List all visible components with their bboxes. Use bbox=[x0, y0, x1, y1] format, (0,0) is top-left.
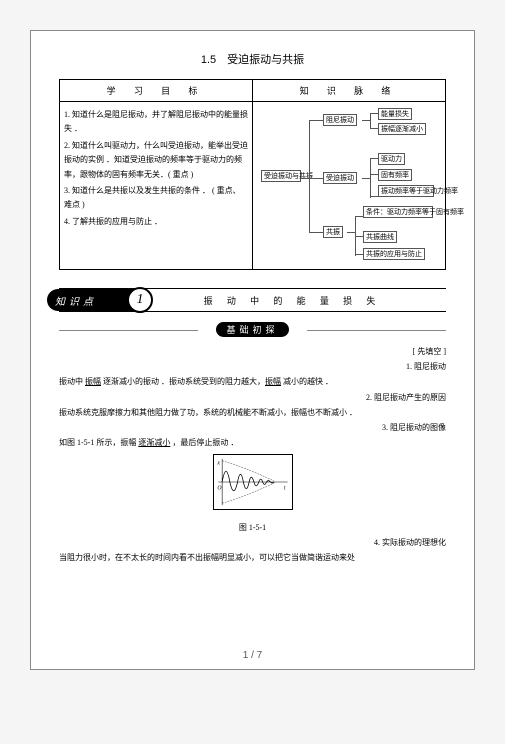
blank: 振幅 bbox=[85, 377, 101, 386]
sub-header: 基础初探 bbox=[59, 322, 446, 338]
page: 1.5 受迫振动与共振 学 习 目 标 知 识 脉 络 1. 知道什么是阻尼振动… bbox=[30, 30, 475, 670]
section-bar: 知识点 1 振 动 中 的 能 量 损 失 bbox=[59, 288, 446, 312]
blank: 逐渐减小 bbox=[138, 438, 170, 447]
section-tab: 知识点 1 bbox=[47, 289, 139, 311]
svg-text:O: O bbox=[217, 486, 222, 492]
node-b1: 阻尼振动 bbox=[323, 114, 357, 126]
blank: 振幅 bbox=[265, 377, 281, 386]
heading-4: 4. 实际振动的理想化 bbox=[59, 535, 446, 550]
para-1: 振动中 振幅 逐渐减小的振动 ．振动系统受到的阻力越大，振幅 减小的越快 ． bbox=[59, 374, 446, 389]
node-b2: 受迫振动 bbox=[323, 172, 357, 184]
main-table: 学 习 目 标 知 识 脉 络 1. 知道什么是阻尼振动，并了解阻尼振动中的能量… bbox=[59, 79, 446, 270]
col-left-header: 学 习 目 标 bbox=[60, 80, 253, 102]
figure: x t O bbox=[59, 454, 446, 515]
body-text: [ 先填空 ] 1. 阻尼振动 振动中 振幅 逐渐减小的振动 ．振动系统受到的阻… bbox=[59, 344, 446, 565]
node-b1a: 能量损失 bbox=[378, 108, 412, 120]
heading-2: 2. 阻尼振动产生的原因 bbox=[59, 390, 446, 405]
lead-label: [ 先填空 ] bbox=[59, 344, 446, 359]
para-3: 如图 1-5-1 所示，振幅 逐渐减小 ，最后停止振动 ． bbox=[59, 435, 446, 450]
svg-text:t: t bbox=[283, 486, 285, 492]
objective-item: 3. 知道什么是共振以及发生共振的条件 ． ( 重点、难点 ) bbox=[64, 184, 248, 213]
node-b2a: 驱动力 bbox=[378, 153, 405, 165]
node-b3c: 共振的应用与防止 bbox=[363, 248, 425, 260]
heading-1: 1. 阻尼振动 bbox=[59, 359, 446, 374]
col-right-header: 知 识 脉 络 bbox=[253, 80, 446, 102]
node-b2c: 振动频率等于驱动力频率 bbox=[378, 185, 434, 197]
chapter-title: 1.5 受迫振动与共振 bbox=[59, 51, 446, 67]
section-tab-num: 1 bbox=[127, 287, 153, 313]
objective-item: 1. 知道什么是阻尼振动，并了解阻尼振动中的能量损失 ． bbox=[64, 108, 248, 137]
damped-oscillation-graph: x t O bbox=[213, 454, 293, 510]
section-title: 振 动 中 的 能 量 损 失 bbox=[139, 294, 446, 307]
node-root: 受迫振动与共振 bbox=[261, 170, 301, 182]
node-b3: 共振 bbox=[323, 226, 343, 238]
node-b2b: 固有频率 bbox=[378, 169, 412, 181]
diagram-cell: 受迫振动与共振 阻尼振动 能量损失 振幅逐渐减小 受迫振动 bbox=[253, 102, 446, 270]
objective-item: 2. 知道什么叫驱动力，什么叫受迫振动，能举出受迫振动的实例 ．知道受迫振动的频… bbox=[64, 139, 248, 182]
node-b3b: 共振曲线 bbox=[363, 231, 397, 243]
objectives-cell: 1. 知道什么是阻尼振动，并了解阻尼振动中的能量损失 ． 2. 知道什么叫驱动力… bbox=[60, 102, 253, 270]
page-footer: 1 / 7 bbox=[31, 650, 474, 661]
objective-item: 4. 了解共振的应用与防止 ． bbox=[64, 215, 248, 229]
svg-text:x: x bbox=[216, 461, 220, 467]
node-b3a: 条件：驱动力频率等于固有频率 bbox=[363, 206, 433, 218]
para-4: 当阻力很小时，在不太长的时间内看不出振幅明显减小，可以把它当做简谐运动来处 bbox=[59, 550, 446, 565]
para-2: 振动系统克服摩擦力和其他阻力做了功，系统的机械能不断减小，振幅也不断减小 ． bbox=[59, 405, 446, 420]
concept-map: 受迫振动与共振 阻尼振动 能量损失 振幅逐渐减小 受迫振动 bbox=[257, 108, 441, 263]
section-tab-label: 知识点 bbox=[47, 289, 139, 311]
sub-badge: 基础初探 bbox=[216, 322, 288, 337]
heading-3: 3. 阻尼振动的图像 bbox=[59, 420, 446, 435]
node-b1b: 振幅逐渐减小 bbox=[378, 123, 426, 135]
figure-caption: 图 1-5-1 bbox=[59, 520, 446, 535]
